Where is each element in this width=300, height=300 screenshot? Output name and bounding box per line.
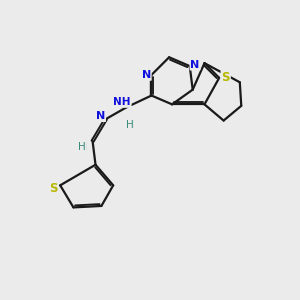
Text: N: N [142,70,151,80]
Text: S: S [221,71,230,84]
Text: H: H [125,120,133,130]
Text: S: S [50,182,58,195]
Text: H: H [78,142,86,152]
Text: H: H [125,120,134,130]
Text: NH: NH [113,97,131,107]
Text: N: N [96,111,105,121]
Text: N: N [190,60,200,70]
Text: H: H [78,142,86,152]
